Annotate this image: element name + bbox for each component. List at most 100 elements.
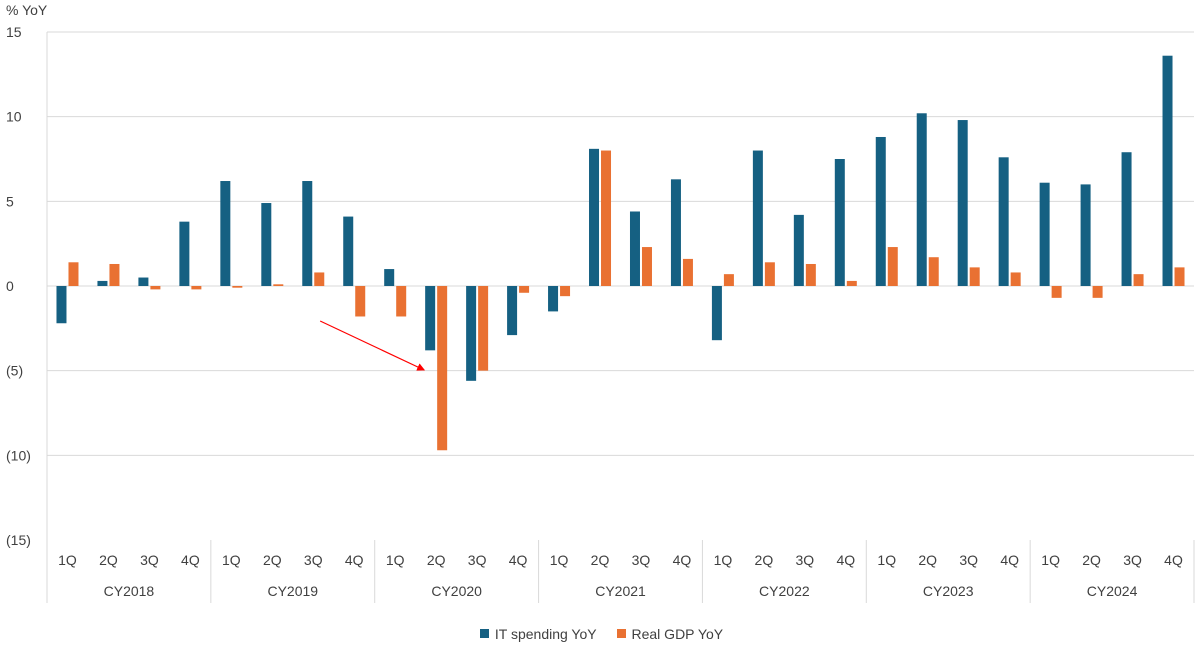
bar-real-gdp <box>805 263 816 286</box>
x-group-label: CY2024 <box>1087 583 1138 599</box>
x-group-label: CY2023 <box>923 583 974 599</box>
bar-real-gdp <box>273 284 284 286</box>
bar-it-spending <box>589 148 600 286</box>
bar-real-gdp <box>1133 274 1144 286</box>
bar-real-gdp <box>519 286 530 293</box>
x-tick-label: 4Q <box>1164 552 1183 568</box>
bar-real-gdp <box>396 286 407 317</box>
legend-label-it-spending: IT spending YoY <box>494 625 597 642</box>
bar-real-gdp <box>314 272 325 286</box>
gridlines <box>47 31 1194 456</box>
x-tick-label: 2Q <box>755 552 774 568</box>
x-tick-label: 2Q <box>918 552 937 568</box>
bar-real-gdp <box>601 150 612 286</box>
x-tick-label: 1Q <box>58 552 77 568</box>
bar-it-spending <box>1080 184 1091 286</box>
x-tick-label: 1Q <box>714 552 733 568</box>
bar-it-spending <box>302 181 313 286</box>
x-tick-label: 3Q <box>959 552 978 568</box>
annotations <box>319 320 426 371</box>
bar-it-spending <box>507 286 518 336</box>
y-axis-unit-label: % YoY <box>6 2 48 18</box>
x-tick-label: 2Q <box>591 552 610 568</box>
x-group-label: CY2018 <box>104 583 155 599</box>
y-tick-label: (5) <box>6 363 23 379</box>
bar-real-gdp <box>437 286 448 451</box>
bar-it-spending <box>875 136 886 286</box>
x-tick-label: 1Q <box>222 552 241 568</box>
x-tick-label: 3Q <box>468 552 487 568</box>
bar-real-gdp <box>232 286 243 288</box>
x-tick-label: 4Q <box>1000 552 1019 568</box>
bar-it-spending <box>629 211 640 286</box>
bar-real-gdp <box>109 263 120 286</box>
x-tick-label: 3Q <box>140 552 159 568</box>
x-group-label: CY2019 <box>267 583 318 599</box>
bar-real-gdp <box>887 247 898 286</box>
bar-it-spending <box>220 181 231 286</box>
bar-it-spending <box>466 286 477 381</box>
legend-swatch-it-spending <box>479 629 489 638</box>
bar-it-spending <box>97 280 108 286</box>
bar-real-gdp <box>1010 272 1021 286</box>
bar-real-gdp <box>1051 286 1062 298</box>
bar-real-gdp <box>1174 267 1185 286</box>
bar-it-spending <box>998 157 1009 286</box>
bar-it-spending <box>916 113 927 286</box>
bar-it-spending <box>138 277 149 286</box>
bar-it-spending <box>957 120 968 286</box>
y-tick-label: 10 <box>6 109 22 125</box>
x-group-label: CY2022 <box>759 583 810 599</box>
bar-it-spending <box>1039 182 1050 286</box>
x-tick-label: 4Q <box>836 552 855 568</box>
bar-real-gdp <box>969 267 980 286</box>
y-tick-label: 0 <box>6 278 14 294</box>
x-tick-label: 3Q <box>304 552 323 568</box>
bar-it-spending <box>711 286 722 341</box>
bar-real-gdp <box>723 274 734 286</box>
x-tick-label: 4Q <box>673 552 692 568</box>
x-tick-label: 2Q <box>263 552 282 568</box>
bar-real-gdp <box>846 280 857 286</box>
bar-real-gdp <box>191 286 202 290</box>
bar-it-spending <box>425 286 436 351</box>
legend-item-it-spending: IT spending YoY <box>479 625 597 642</box>
bar-it-spending <box>548 286 559 312</box>
y-tick-label: 15 <box>6 24 22 40</box>
bar-real-gdp <box>68 262 79 286</box>
bar-it-spending <box>261 203 272 286</box>
x-tick-label: 2Q <box>1082 552 1101 568</box>
x-group-label: CY2020 <box>431 583 482 599</box>
bar-it-spending <box>752 150 763 286</box>
bar-it-spending <box>179 221 190 286</box>
x-tick-label: 2Q <box>427 552 446 568</box>
bar-real-gdp <box>682 258 693 286</box>
x-tick-label: 2Q <box>99 552 118 568</box>
x-tick-label: 1Q <box>386 552 405 568</box>
x-tick-label: 3Q <box>632 552 651 568</box>
bars <box>56 55 1185 451</box>
y-axis: 15 10 5 0 (5) (10) (15) <box>6 24 31 548</box>
y-tick-label: (10) <box>6 447 31 463</box>
bar-it-spending <box>1162 55 1173 286</box>
legend-swatch-real-gdp <box>616 629 626 638</box>
legend: IT spending YoY Real GDP YoY <box>0 625 1203 642</box>
x-axis: 1Q 2Q 3Q 4Q 1Q 2Q 3Q 4Q 1Q 2Q 3Q 4Q 1Q 2Q 3Q 4Q 1Q 2Q 3Q 4Q… <box>46 32 1195 603</box>
x-group-label: CY2021 <box>595 583 646 599</box>
bar-it-spending <box>1121 152 1132 286</box>
bar-it-spending <box>56 286 67 324</box>
bar-real-gdp <box>478 286 489 371</box>
bar-real-gdp <box>928 257 939 286</box>
bar-real-gdp <box>641 247 652 286</box>
bar-real-gdp <box>764 262 775 286</box>
x-tick-label: 4Q <box>345 552 364 568</box>
bar-real-gdp <box>1092 286 1103 298</box>
annotation-arrow <box>319 320 426 371</box>
bar-it-spending <box>670 179 681 286</box>
bar-real-gdp <box>355 286 366 317</box>
legend-item-real-gdp: Real GDP YoY <box>616 626 723 642</box>
bar-it-spending <box>343 216 354 286</box>
bar-it-spending <box>793 214 804 286</box>
x-tick-label: 4Q <box>181 552 200 568</box>
